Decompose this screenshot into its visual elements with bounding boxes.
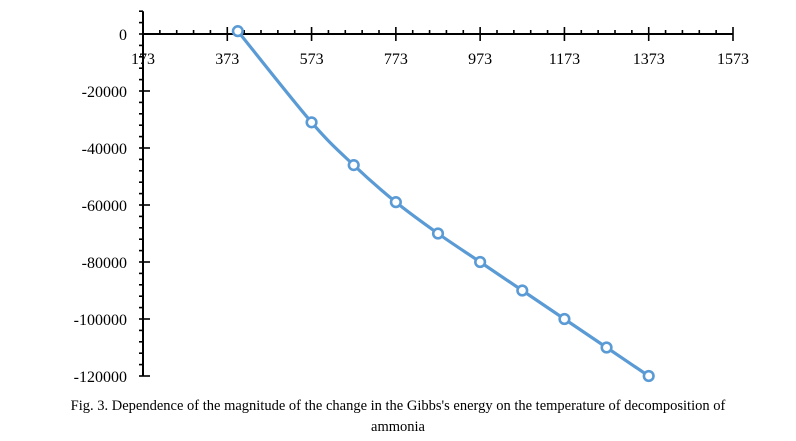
y-tick-label: -20000 [82, 84, 127, 101]
data-point [600, 341, 613, 354]
y-tick-labels: 0 -20000 -40000 -60000 -80000 -100000 -120000 [74, 27, 127, 386]
data-point [347, 159, 360, 172]
x-tick-label: 173 [131, 51, 155, 68]
gibbs-energy-chart: 173 373 573 773 973 1173 1373 1573 0 -20000 -4000… [74, 10, 749, 386]
data-point [474, 255, 487, 269]
data-point [389, 196, 402, 209]
y-tick-label: -80000 [82, 255, 127, 272]
data-point [305, 116, 318, 129]
caption-line-1: Fig. 3. Dependence of the magnitude of t… [70, 398, 726, 414]
data-point [231, 25, 244, 38]
y-tick-label: -40000 [82, 141, 127, 158]
data-point [558, 312, 571, 326]
x-tick-label: 773 [384, 51, 408, 68]
x-tick-label: 373 [215, 51, 239, 68]
series [231, 25, 655, 383]
series-line [236, 30, 650, 378]
y-tick-label: -60000 [82, 198, 127, 215]
data-point [431, 227, 445, 240]
y-tick-label: -100000 [74, 312, 127, 329]
y-tick-label: 0 [119, 27, 127, 44]
caption-line-2: ammonia [371, 419, 425, 435]
x-tick-labels: 173 373 573 773 973 1173 1373 1573 [131, 51, 749, 68]
x-tick-label: 1373 [633, 51, 665, 68]
x-tick-label: 1573 [717, 51, 749, 68]
data-point [642, 369, 655, 383]
y-tick-label: -120000 [74, 369, 127, 386]
x-tick-label: 573 [300, 51, 324, 68]
x-tick-label: 973 [468, 51, 492, 68]
data-point [516, 284, 529, 297]
x-tick-label: 1173 [549, 51, 580, 68]
figure-caption: Fig. 3. Dependence of the magnitude of t… [0, 396, 796, 438]
